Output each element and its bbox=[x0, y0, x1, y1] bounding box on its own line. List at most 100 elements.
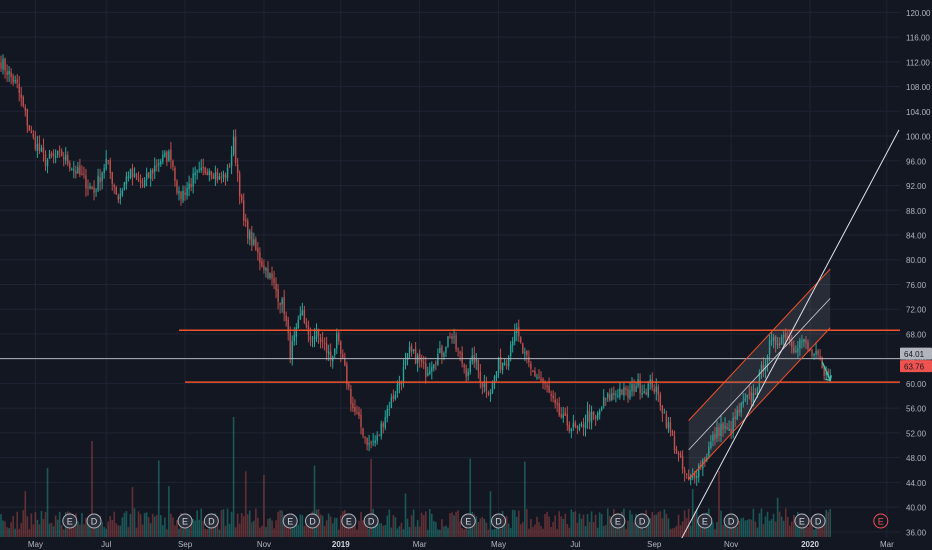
candle-body bbox=[793, 347, 795, 353]
volume-bar bbox=[279, 510, 281, 537]
earnings-marker[interactable]: E bbox=[62, 513, 78, 529]
candle-body bbox=[542, 379, 544, 383]
volume-bar bbox=[404, 493, 407, 537]
projection-arrow[interactable] bbox=[821, 361, 832, 382]
candle-body bbox=[279, 303, 281, 306]
dividend-marker[interactable]: D bbox=[810, 513, 826, 529]
candle-body bbox=[817, 350, 819, 355]
candle-body bbox=[352, 403, 354, 409]
earnings-marker[interactable]: E bbox=[341, 513, 357, 529]
candle-body bbox=[423, 362, 425, 364]
volume-bar bbox=[526, 509, 528, 537]
time-axis[interactable]: May Jul Sep Nov 2019 Mar May Jul Sep Nov 2020 Mar bbox=[0, 538, 932, 550]
dividend-marker[interactable]: D bbox=[491, 513, 507, 529]
candle-body bbox=[437, 354, 439, 365]
drawing-tools[interactable] bbox=[678, 129, 900, 545]
candle-body bbox=[420, 359, 423, 362]
candle-body bbox=[52, 154, 55, 156]
time-tick-label: Jul bbox=[570, 540, 580, 549]
candle-body bbox=[145, 173, 148, 180]
candle-body bbox=[554, 399, 556, 404]
candle-body bbox=[627, 388, 629, 398]
candle-body bbox=[309, 336, 312, 340]
earnings-marker[interactable]: E bbox=[282, 513, 298, 529]
volume-bar bbox=[0, 514, 2, 537]
volume-bar bbox=[509, 528, 512, 537]
earnings-marker[interactable]: E bbox=[794, 513, 810, 529]
event-marker-label: D bbox=[728, 517, 735, 527]
volume-bar bbox=[762, 524, 765, 537]
candle-body bbox=[603, 396, 605, 407]
volume-bar bbox=[147, 517, 150, 537]
candle-body bbox=[600, 407, 603, 410]
candle-body bbox=[384, 417, 386, 428]
candle-body bbox=[416, 355, 419, 364]
candle-body bbox=[546, 385, 548, 388]
volume-bar bbox=[228, 523, 231, 537]
channel-mid-line[interactable] bbox=[688, 298, 831, 451]
volume-bar bbox=[329, 516, 332, 537]
volume-bar bbox=[426, 529, 429, 537]
event-marker-label: D bbox=[495, 517, 502, 527]
candle-body bbox=[374, 440, 376, 444]
candle-body bbox=[465, 368, 467, 378]
candle-body bbox=[265, 268, 267, 271]
volume-bar bbox=[513, 510, 516, 537]
candle-body bbox=[83, 173, 85, 175]
candle-body bbox=[10, 72, 12, 77]
volume-bar bbox=[352, 523, 354, 537]
volume-bar bbox=[704, 521, 706, 537]
dividend-marker[interactable]: D bbox=[203, 513, 219, 529]
candle-body bbox=[73, 169, 75, 171]
volume-bar bbox=[18, 528, 21, 537]
candle-body bbox=[429, 370, 431, 374]
candle-body bbox=[477, 359, 480, 371]
earnings-marker[interactable]: E bbox=[460, 513, 476, 529]
volume-bar bbox=[473, 513, 476, 537]
candle-body bbox=[93, 187, 95, 193]
candle-body bbox=[734, 416, 736, 419]
event-marker-circle bbox=[723, 513, 739, 529]
earnings-marker[interactable]: E bbox=[177, 513, 193, 529]
channel-lower-line[interactable] bbox=[688, 327, 831, 480]
dividend-marker[interactable]: D bbox=[86, 513, 102, 529]
candle-body bbox=[457, 349, 459, 351]
volume-bar bbox=[269, 518, 271, 537]
candle-body bbox=[754, 393, 757, 395]
volume-bar bbox=[736, 526, 738, 537]
price-tick-label: 56.00 bbox=[906, 405, 927, 414]
earnings-marker[interactable]: E bbox=[873, 513, 889, 529]
earnings-marker[interactable]: E bbox=[610, 513, 626, 529]
channel-upper-line[interactable] bbox=[688, 268, 831, 421]
volume-bar bbox=[301, 515, 304, 537]
candle-body bbox=[380, 423, 382, 437]
volume-bar bbox=[141, 524, 144, 537]
candle-body bbox=[540, 378, 542, 381]
horizontal-levels[interactable] bbox=[0, 329, 900, 383]
volume-bar bbox=[461, 528, 463, 537]
trend-line[interactable] bbox=[678, 129, 900, 545]
price-axis-panel[interactable] bbox=[900, 0, 932, 538]
dividend-marker[interactable]: D bbox=[304, 513, 320, 529]
candle-body bbox=[4, 58, 6, 71]
price-axis[interactable]: 36.00 40.00 44.00 48.00 52.00 56.00 60.00 64.00… bbox=[906, 9, 931, 537]
candle-body bbox=[752, 392, 755, 403]
candle-body bbox=[236, 163, 239, 174]
event-marker-circle bbox=[794, 513, 810, 529]
dividend-marker[interactable]: D bbox=[634, 513, 650, 529]
candle-body bbox=[520, 337, 522, 343]
dividend-marker[interactable]: D bbox=[723, 513, 739, 529]
candle-body bbox=[143, 179, 146, 187]
candle-body bbox=[679, 453, 682, 458]
volume-bar bbox=[28, 529, 31, 537]
candle-body bbox=[376, 435, 378, 441]
candle-body bbox=[605, 397, 607, 400]
volume-bar bbox=[681, 521, 684, 537]
earnings-marker[interactable]: E bbox=[697, 513, 713, 529]
volume-bar bbox=[414, 526, 417, 537]
dividend-marker[interactable]: D bbox=[363, 513, 379, 529]
volume-bar bbox=[378, 523, 381, 537]
volume-bar bbox=[224, 525, 227, 537]
